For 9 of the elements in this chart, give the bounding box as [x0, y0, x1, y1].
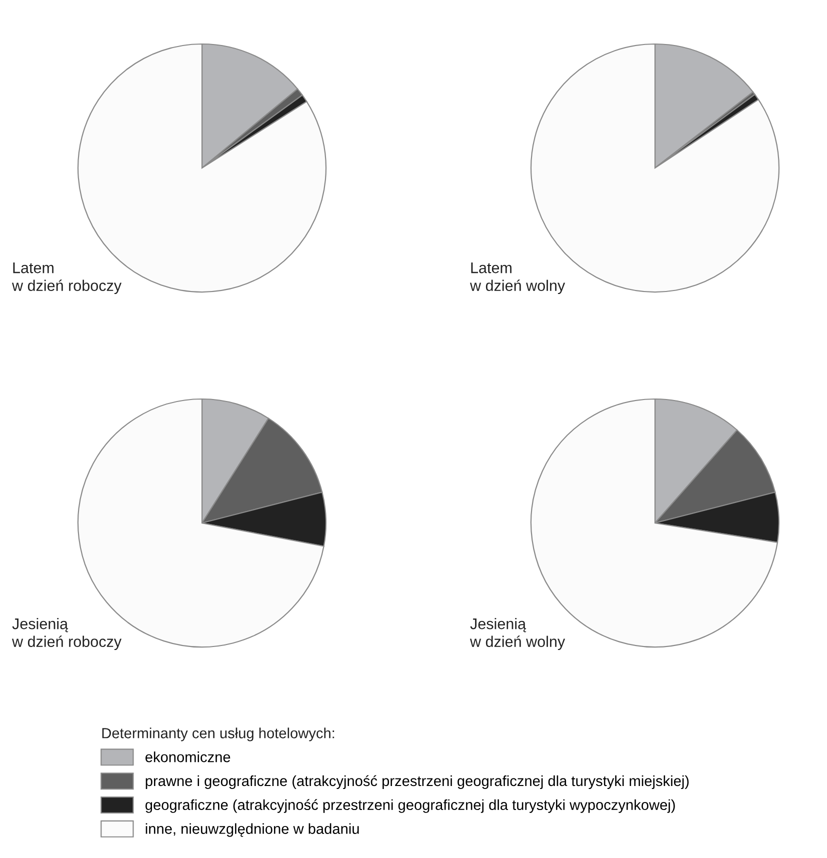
text: Latem w dzień roboczy	[12, 262, 122, 294]
legend-title: Determinanty cen usług hotelowych:	[102, 728, 334, 742]
text: Latem w dzień wolny	[470, 262, 566, 294]
text: Jesienią w dzień roboczy	[12, 618, 122, 650]
legend-label: prawne i geograficzne (atrakcyjność przestrzeni geograficznej dla turystyki miejskiej)	[146, 775, 689, 790]
legend-label: geograficzne (atrakcyjność przestrzeni geograficznej dla turystyki wypoczynkowej)	[145, 799, 675, 813]
legend-label: inne, nieuwzględnione w badaniu	[146, 823, 359, 837]
legend-label: ekonomiczne	[145, 751, 230, 762]
text: Jesienią w dzień wolny	[470, 618, 566, 650]
